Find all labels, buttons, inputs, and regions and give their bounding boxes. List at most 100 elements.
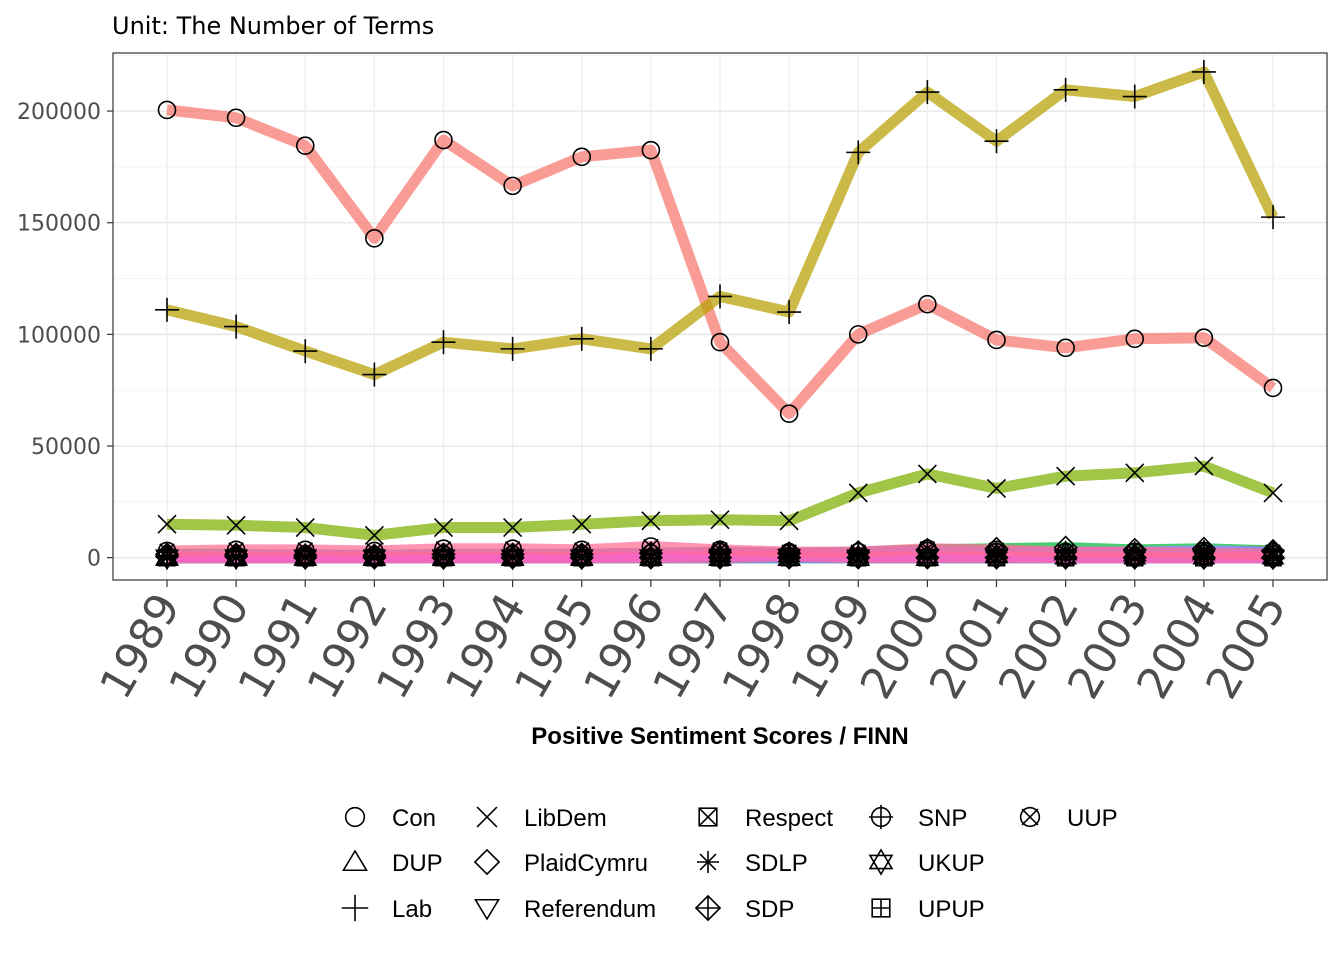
- legend-key-uup: [1019, 806, 1041, 828]
- point-lab-2003: [1122, 84, 1147, 109]
- point-uup-2001: [987, 540, 1006, 560]
- point-con-2003: [1125, 329, 1145, 349]
- point-uup-1992: [365, 541, 384, 561]
- point-libdem-1993: [433, 517, 454, 538]
- series-line-con: [166, 104, 1277, 420]
- point-lab-1998: [777, 300, 802, 325]
- point-lab-1994: [500, 336, 525, 361]
- point-uup-1991: [295, 540, 315, 560]
- legend-label: UKUP: [918, 850, 985, 877]
- legend-key-sdp: [694, 894, 722, 922]
- point-lab-1997: [708, 284, 732, 309]
- legend-item-con: Con: [344, 805, 436, 832]
- legend-key-upup: [871, 898, 891, 918]
- y-tick-label: 50000: [31, 435, 101, 460]
- legend-label: SNP: [918, 805, 967, 832]
- legend-item-upup: UPUP: [871, 896, 985, 923]
- point-lab-1992: [362, 362, 387, 387]
- legend-label: DUP: [392, 850, 443, 877]
- legend-key-lab: [341, 894, 369, 922]
- point-lab-2005: [1261, 205, 1285, 230]
- point-con-2000: [918, 294, 937, 314]
- legend-key-referendum: [474, 898, 500, 921]
- point-con-1996: [641, 140, 661, 160]
- point-libdem-2000: [917, 464, 937, 484]
- legend-item-libdem: LibDem: [476, 805, 607, 832]
- point-libdem-1995: [572, 514, 592, 534]
- point-upup-1996: [642, 548, 660, 567]
- y-axis: 0 50000 100000 150000 200000: [17, 100, 113, 572]
- point-lab-2004: [1191, 59, 1216, 84]
- point-libdem-1990: [226, 515, 246, 535]
- point-libdem-2004: [1194, 456, 1214, 476]
- point-libdem-1989: [157, 514, 177, 534]
- point-uup-2003: [1125, 542, 1145, 562]
- point-lab-2002: [1053, 77, 1078, 102]
- point-con-1994: [503, 176, 522, 196]
- chart-subtitle: Unit: The Number of Terms: [112, 12, 434, 40]
- point-libdem-1999: [848, 483, 868, 503]
- point-con-1999: [848, 325, 868, 344]
- point-libdem-1994: [503, 517, 523, 538]
- legend-label: UPUP: [918, 896, 985, 923]
- point-uup-1993: [434, 539, 453, 559]
- point-lab-1991: [293, 339, 318, 364]
- legend-item-lab: Lab: [341, 894, 432, 923]
- legend-item-sdlp: SDLP: [697, 850, 808, 877]
- point-uup-2000: [918, 539, 937, 559]
- point-uup-1996: [641, 537, 661, 556]
- point-lab-1996: [638, 336, 663, 361]
- y-tick-label: 100000: [17, 323, 101, 348]
- point-lab-1993: [431, 330, 456, 355]
- legend-key-respect: [698, 807, 718, 827]
- point-con-1997: [710, 332, 730, 352]
- point-libdem-1996: [641, 511, 661, 531]
- point-con-1992: [365, 229, 384, 248]
- point-uup-2004: [1194, 543, 1214, 563]
- point-libdem-2005: [1263, 483, 1283, 503]
- point-lab-1989: [155, 297, 179, 322]
- point-libdem-1992: [364, 525, 384, 545]
- point-uup-1997: [710, 540, 730, 560]
- legend-item-snp: SNP: [868, 804, 967, 832]
- point-uup-1995: [572, 540, 592, 560]
- point-con-1993: [434, 130, 453, 150]
- point-lab-1995: [569, 326, 594, 351]
- legend-label: LibDem: [524, 805, 607, 832]
- legend-label: SDLP: [745, 850, 808, 877]
- legend-label: Con: [392, 805, 436, 832]
- point-uup-1999: [848, 542, 868, 562]
- point-uup-1994: [503, 539, 522, 559]
- legend-label: UUP: [1067, 805, 1118, 832]
- legend: Con DUP Lab LibDem PlaidCymru Referendum Respe…: [341, 804, 1118, 923]
- legend-item-uup: UUP: [1019, 805, 1118, 832]
- legend-item-respect: Respect: [698, 805, 833, 832]
- point-lab-2000: [915, 80, 940, 105]
- point-lab-1990: [224, 314, 249, 339]
- legend-key-libdem: [476, 806, 498, 828]
- legend-key-ukup: [868, 848, 894, 876]
- legend-item-plaidcymru: PlaidCymru: [473, 848, 648, 877]
- point-libdem-2001: [986, 478, 1007, 499]
- legend-key-plaidcymru: [473, 848, 501, 876]
- point-libdem-1998: [779, 511, 799, 531]
- point-uup-1998: [779, 542, 799, 562]
- point-con-2001: [987, 330, 1006, 350]
- point-con-1989: [157, 100, 177, 120]
- point-uup-2002: [1056, 542, 1075, 562]
- x-axis: 1989199019911992199319941995199619971998…: [90, 580, 1297, 707]
- legend-key-snp: [868, 804, 894, 830]
- point-con-1991: [295, 136, 315, 155]
- legend-item-ukup: UKUP: [868, 848, 985, 877]
- point-libdem-2002: [1056, 466, 1076, 486]
- point-lab-1999: [846, 140, 871, 165]
- point-libdem-1997: [710, 510, 730, 530]
- y-tick-label: 200000: [17, 100, 101, 125]
- y-tick-label: 0: [87, 547, 101, 572]
- point-con-2005: [1263, 378, 1283, 398]
- legend-key-dup: [342, 849, 368, 872]
- point-lab-2001: [984, 129, 1009, 154]
- legend-label: PlaidCymru: [524, 850, 648, 877]
- point-con-1998: [779, 404, 799, 423]
